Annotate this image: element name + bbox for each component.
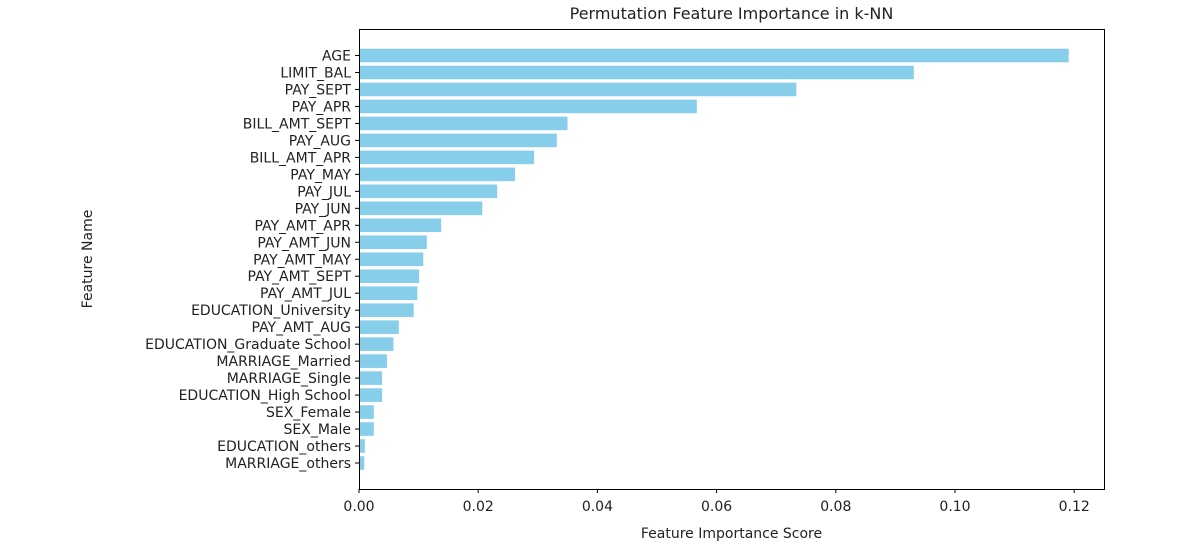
bar-pay-aug bbox=[359, 133, 557, 148]
bar-pay-amt-may bbox=[359, 252, 424, 267]
bar-education-university bbox=[359, 303, 414, 317]
x-tick-label: 0.02 bbox=[463, 499, 494, 515]
x-tick-label: 0.00 bbox=[343, 499, 374, 515]
y-tick-label: AGE bbox=[322, 49, 351, 65]
x-axis-ticks: 0.00 0.02 0.04 0.06 0.08 0.10 0.12 bbox=[343, 489, 1090, 515]
bar-marriage-others bbox=[359, 456, 365, 470]
bar-limit-bal bbox=[359, 65, 914, 80]
x-axis-label: Feature Importance Score bbox=[641, 526, 822, 542]
y-tick-label: SEX_Male bbox=[284, 422, 351, 438]
y-tick-label: BILL_AMT_APR bbox=[250, 150, 352, 166]
chart-title: Permutation Feature Importance in k-NN bbox=[570, 4, 894, 23]
y-tick-label: BILL_AMT_SEPT bbox=[243, 116, 352, 132]
y-tick-label: MARRIAGE_Single bbox=[227, 371, 351, 387]
bar-pay-may bbox=[359, 167, 516, 182]
y-tick-label: MARRIAGE_others bbox=[225, 456, 351, 472]
x-tick-label: 0.06 bbox=[701, 499, 732, 515]
y-tick-label: EDUCATION_High School bbox=[179, 388, 351, 404]
bar-age bbox=[359, 48, 1069, 63]
bar-pay-amt-jul bbox=[359, 286, 418, 300]
y-tick-label: EDUCATION_others bbox=[217, 439, 351, 455]
bar-sex-female bbox=[359, 405, 374, 419]
bar-pay-jul bbox=[359, 184, 498, 199]
bar-education-graduate-school bbox=[359, 337, 394, 351]
bars-group bbox=[359, 48, 1069, 470]
bar-pay-sept bbox=[359, 82, 797, 97]
y-tick-label: PAY_APR bbox=[292, 99, 352, 115]
bar-pay-jun bbox=[359, 201, 483, 216]
y-tick-label: PAY_SEPT bbox=[285, 82, 352, 98]
y-tick-label: MARRIAGE_Married bbox=[216, 354, 351, 370]
bar-bill-amt-sept bbox=[359, 116, 568, 131]
y-tick-label: PAY_MAY bbox=[290, 167, 351, 183]
y-tick-label: PAY_AUG bbox=[289, 133, 351, 149]
y-tick-label: PAY_AMT_APR bbox=[254, 218, 351, 234]
y-tick-label: EDUCATION_Graduate School bbox=[145, 337, 351, 353]
x-tick-label: 0.12 bbox=[1059, 499, 1090, 515]
bar-bill-amt-apr bbox=[359, 150, 535, 165]
y-tick-label: PAY_AMT_AUG bbox=[252, 320, 351, 336]
bar-marriage-single bbox=[359, 371, 383, 385]
x-tick-label: 0.04 bbox=[582, 499, 613, 515]
y-tick-label: SEX_Female bbox=[266, 405, 351, 421]
y-tick-label: LIMIT_BAL bbox=[280, 65, 351, 81]
y-tick-label: PAY_AMT_MAY bbox=[253, 252, 351, 268]
y-tick-label: PAY_AMT_JUL bbox=[260, 286, 351, 302]
x-tick-label: 0.10 bbox=[939, 499, 970, 515]
bar-sex-male bbox=[359, 422, 374, 436]
bar-pay-amt-apr bbox=[359, 218, 442, 233]
bar-pay-amt-aug bbox=[359, 320, 399, 334]
bar-pay-amt-sept bbox=[359, 269, 420, 284]
y-tick-label: PAY_AMT_SEPT bbox=[247, 269, 351, 285]
bar-education-high-school bbox=[359, 388, 383, 402]
y-axis-ticks: AGELIMIT_BALPAY_SEPTPAY_APRBILL_AMT_SEPT… bbox=[145, 49, 359, 472]
bar-pay-apr bbox=[359, 99, 697, 114]
y-tick-label: EDUCATION_University bbox=[191, 303, 351, 319]
plot-frame bbox=[359, 29, 1105, 490]
y-tick-label: PAY_JUL bbox=[297, 184, 351, 200]
y-tick-label: PAY_AMT_JUN bbox=[257, 235, 351, 251]
x-tick-label: 0.08 bbox=[820, 499, 851, 515]
y-axis-label: Feature Name bbox=[80, 210, 96, 309]
bar-pay-amt-jun bbox=[359, 235, 427, 250]
bar-education-others bbox=[359, 439, 365, 453]
y-tick-label: PAY_JUN bbox=[295, 201, 351, 217]
bar-marriage-married bbox=[359, 354, 387, 368]
